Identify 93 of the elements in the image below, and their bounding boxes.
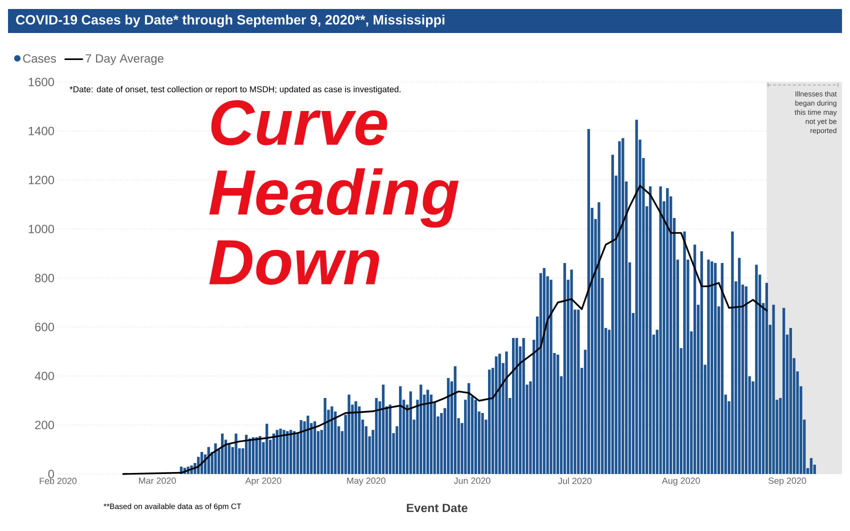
bar bbox=[648, 186, 652, 474]
bar bbox=[313, 421, 316, 474]
y-tick-label: 800 bbox=[35, 274, 54, 282]
bar bbox=[276, 430, 278, 474]
bar bbox=[683, 231, 686, 474]
bar bbox=[810, 458, 813, 474]
bar bbox=[659, 186, 662, 474]
annotation: Curve Heading Down bbox=[209, 100, 459, 285]
bar bbox=[693, 244, 696, 474]
bar bbox=[306, 416, 310, 474]
y-tick-label: 400 bbox=[34, 372, 54, 380]
bar bbox=[300, 420, 302, 474]
bar bbox=[738, 258, 741, 474]
bar bbox=[512, 338, 515, 474]
y-tick-label: 1000 bbox=[28, 224, 54, 234]
bar bbox=[611, 154, 614, 474]
bar bbox=[382, 384, 385, 474]
x-tick-label: Apr 2020 bbox=[245, 478, 282, 486]
bar bbox=[252, 437, 254, 474]
bar bbox=[474, 400, 478, 474]
y-tick-label: 600 bbox=[35, 322, 54, 332]
bar bbox=[289, 430, 292, 474]
bar bbox=[772, 304, 775, 474]
bar bbox=[635, 120, 638, 474]
bar bbox=[570, 270, 573, 474]
y-tick-label: 1600 bbox=[28, 78, 54, 86]
bar bbox=[446, 378, 450, 474]
bar bbox=[563, 263, 566, 474]
bar bbox=[375, 398, 378, 474]
bar bbox=[556, 354, 560, 474]
bar bbox=[542, 268, 546, 474]
bar bbox=[234, 434, 238, 474]
bar bbox=[468, 383, 470, 474]
bar bbox=[282, 430, 286, 474]
x-tick-label: Aug 2020 bbox=[662, 478, 700, 486]
x-tick-label: Jul 2020 bbox=[558, 478, 592, 484]
x-tick-label: Sep 2020 bbox=[768, 478, 806, 486]
bar bbox=[420, 384, 422, 474]
bar bbox=[409, 391, 412, 474]
bar bbox=[707, 260, 710, 474]
y-tick-label: 200 bbox=[35, 420, 54, 430]
x-tick-label: Mar 2020 bbox=[139, 478, 176, 484]
bar bbox=[498, 354, 501, 474]
bar bbox=[272, 434, 276, 474]
y-tick-label: 1200 bbox=[28, 176, 54, 184]
bar bbox=[279, 428, 282, 474]
bar bbox=[454, 366, 456, 474]
bar bbox=[618, 141, 621, 474]
x-axis-title: Event Date bbox=[406, 504, 468, 512]
bar bbox=[348, 394, 350, 474]
y-tick-label: 0 bbox=[48, 470, 54, 478]
bar bbox=[782, 308, 786, 474]
bar bbox=[292, 431, 296, 474]
bar bbox=[494, 356, 498, 474]
bar bbox=[587, 129, 590, 474]
bar bbox=[505, 351, 508, 474]
x-tick-label: Feb 2020 bbox=[40, 478, 77, 484]
bar bbox=[720, 263, 724, 474]
bar bbox=[731, 231, 734, 474]
x-tick-label: Jun 2020 bbox=[454, 478, 490, 484]
bar bbox=[550, 280, 552, 474]
bar bbox=[666, 188, 669, 474]
bar bbox=[765, 282, 768, 474]
bar bbox=[515, 338, 518, 474]
y-tick-label: 1400 bbox=[28, 126, 54, 136]
bar bbox=[714, 263, 717, 474]
bar bbox=[577, 310, 580, 474]
bar bbox=[755, 264, 758, 474]
legend-label: 7 Day Average bbox=[86, 54, 164, 66]
bar bbox=[258, 436, 262, 474]
bar bbox=[789, 328, 792, 474]
x-tick-label: May 2020 bbox=[347, 478, 386, 486]
bar bbox=[622, 138, 624, 474]
bar bbox=[324, 398, 326, 474]
bar bbox=[330, 406, 334, 474]
bar bbox=[598, 202, 600, 474]
bar bbox=[266, 424, 268, 474]
bar bbox=[354, 401, 358, 474]
bar bbox=[399, 386, 402, 474]
bar bbox=[488, 370, 491, 474]
bar bbox=[388, 404, 392, 474]
bar bbox=[481, 412, 484, 474]
bar bbox=[286, 431, 289, 474]
annotation: *Date: date of onset, test collection or report to MSDH; updated as case is investigated. bbox=[70, 86, 400, 94]
legend-label: Cases bbox=[23, 54, 56, 63]
bar bbox=[214, 443, 217, 474]
bar bbox=[255, 437, 258, 474]
bar bbox=[426, 390, 430, 474]
bar bbox=[700, 251, 703, 474]
chart-title: COVID-19 Cases by Date* through September 9, 2020**, Mississippi bbox=[16, 14, 444, 28]
bar bbox=[522, 338, 525, 474]
bar bbox=[710, 261, 714, 474]
bar bbox=[744, 286, 748, 474]
